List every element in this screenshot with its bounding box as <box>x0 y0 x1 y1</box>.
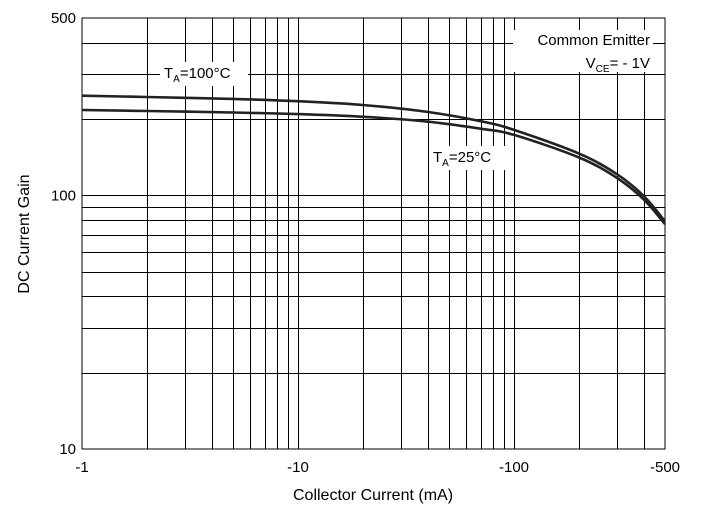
series-label-ta-25c-value: =25°C <box>449 149 491 166</box>
y-tick-label: 100 <box>51 187 76 204</box>
series-line-ta-100c <box>81 94 667 223</box>
annotation-vce-value: = - 1V <box>610 55 650 72</box>
series-label-ta-100c-text: TA=100°C <box>164 65 231 85</box>
series-label-ta-25c-prefix: T <box>433 149 442 166</box>
series-label-ta-100c-value: =100°C <box>180 65 231 82</box>
y-axis-label: DC Current Gain <box>16 174 33 293</box>
annotation-vce-subscript: CE <box>596 64 610 75</box>
x-tick-label: -500 <box>650 459 680 476</box>
series-label-ta-100c-prefix: T <box>164 65 173 82</box>
annotation-background <box>513 30 653 72</box>
series-label-ta-100c: TA=100°C <box>160 62 248 86</box>
series-label-ta-100c-sub: A <box>173 74 180 85</box>
annotation-vce: VCE= - 1V <box>586 55 650 75</box>
test-condition-annotation: Common Emitter VCE= - 1V <box>513 30 653 75</box>
tick-labels: -1 -10 -100 -500 500 100 10 <box>51 10 680 476</box>
series-label-ta-25c-text: TA=25°C <box>433 149 491 169</box>
annotation-common-emitter: Common Emitter <box>537 32 650 49</box>
grid-lines <box>82 18 665 449</box>
y-tick-label: 500 <box>51 10 76 27</box>
annotation-vce-prefix: V <box>586 55 596 72</box>
x-tick-label: -10 <box>287 459 309 476</box>
x-axis-label: Collector Current (mA) <box>293 487 453 504</box>
curves-layer <box>81 94 667 225</box>
series-label-ta-25c-sub: A <box>442 158 449 169</box>
x-tick-label: -1 <box>75 459 88 476</box>
y-tick-label: 10 <box>59 441 76 458</box>
series-label-ta-25c: TA=25°C <box>429 146 507 170</box>
series-label-ta-25c-bg <box>429 146 507 170</box>
series-label-ta-100c-bg <box>160 62 248 86</box>
series-line-ta-25c <box>81 108 666 225</box>
plot-frame <box>81 17 666 450</box>
x-tick-label: -100 <box>499 459 529 476</box>
